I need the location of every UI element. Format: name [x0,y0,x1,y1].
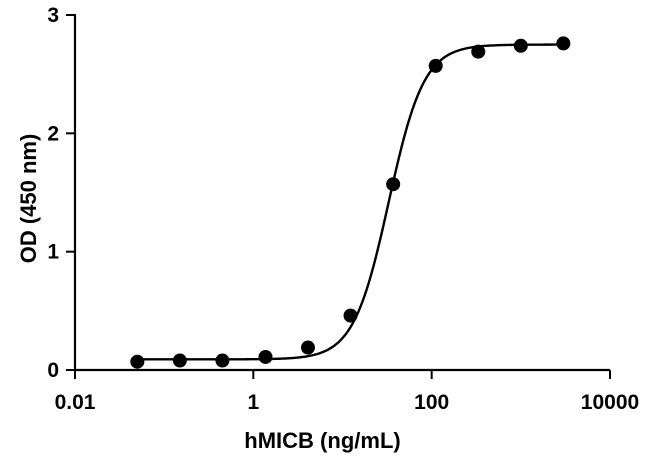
data-point [428,58,443,73]
fit-curve [137,43,564,361]
x-axis-title: hMICB (ng/mL) [244,428,400,453]
data-point [471,44,486,59]
data-point [215,353,230,368]
x-tick-label: 0.01 [55,391,96,414]
data-point [172,353,187,368]
data-point [513,38,528,53]
data-point [130,354,145,369]
x-tick-label: 100 [414,391,449,414]
data-point [343,308,358,323]
x-axis-ticks: 0.01 1 100 10000 [55,370,639,414]
y-axis-title: OD (450 nm) [16,134,41,264]
data-point [258,349,273,364]
data-points [130,36,571,369]
data-point [386,177,401,192]
x-tick-label: 1 [247,391,259,414]
y-axis-ticks: 0 1 2 3 [47,4,75,382]
y-tick-label: 1 [47,241,59,264]
data-point [300,340,315,355]
y-tick-label: 2 [47,122,59,145]
data-point [556,36,571,51]
x-tick-label: 10000 [581,391,639,414]
y-tick-label: 3 [47,4,59,27]
y-tick-label: 0 [47,359,59,382]
